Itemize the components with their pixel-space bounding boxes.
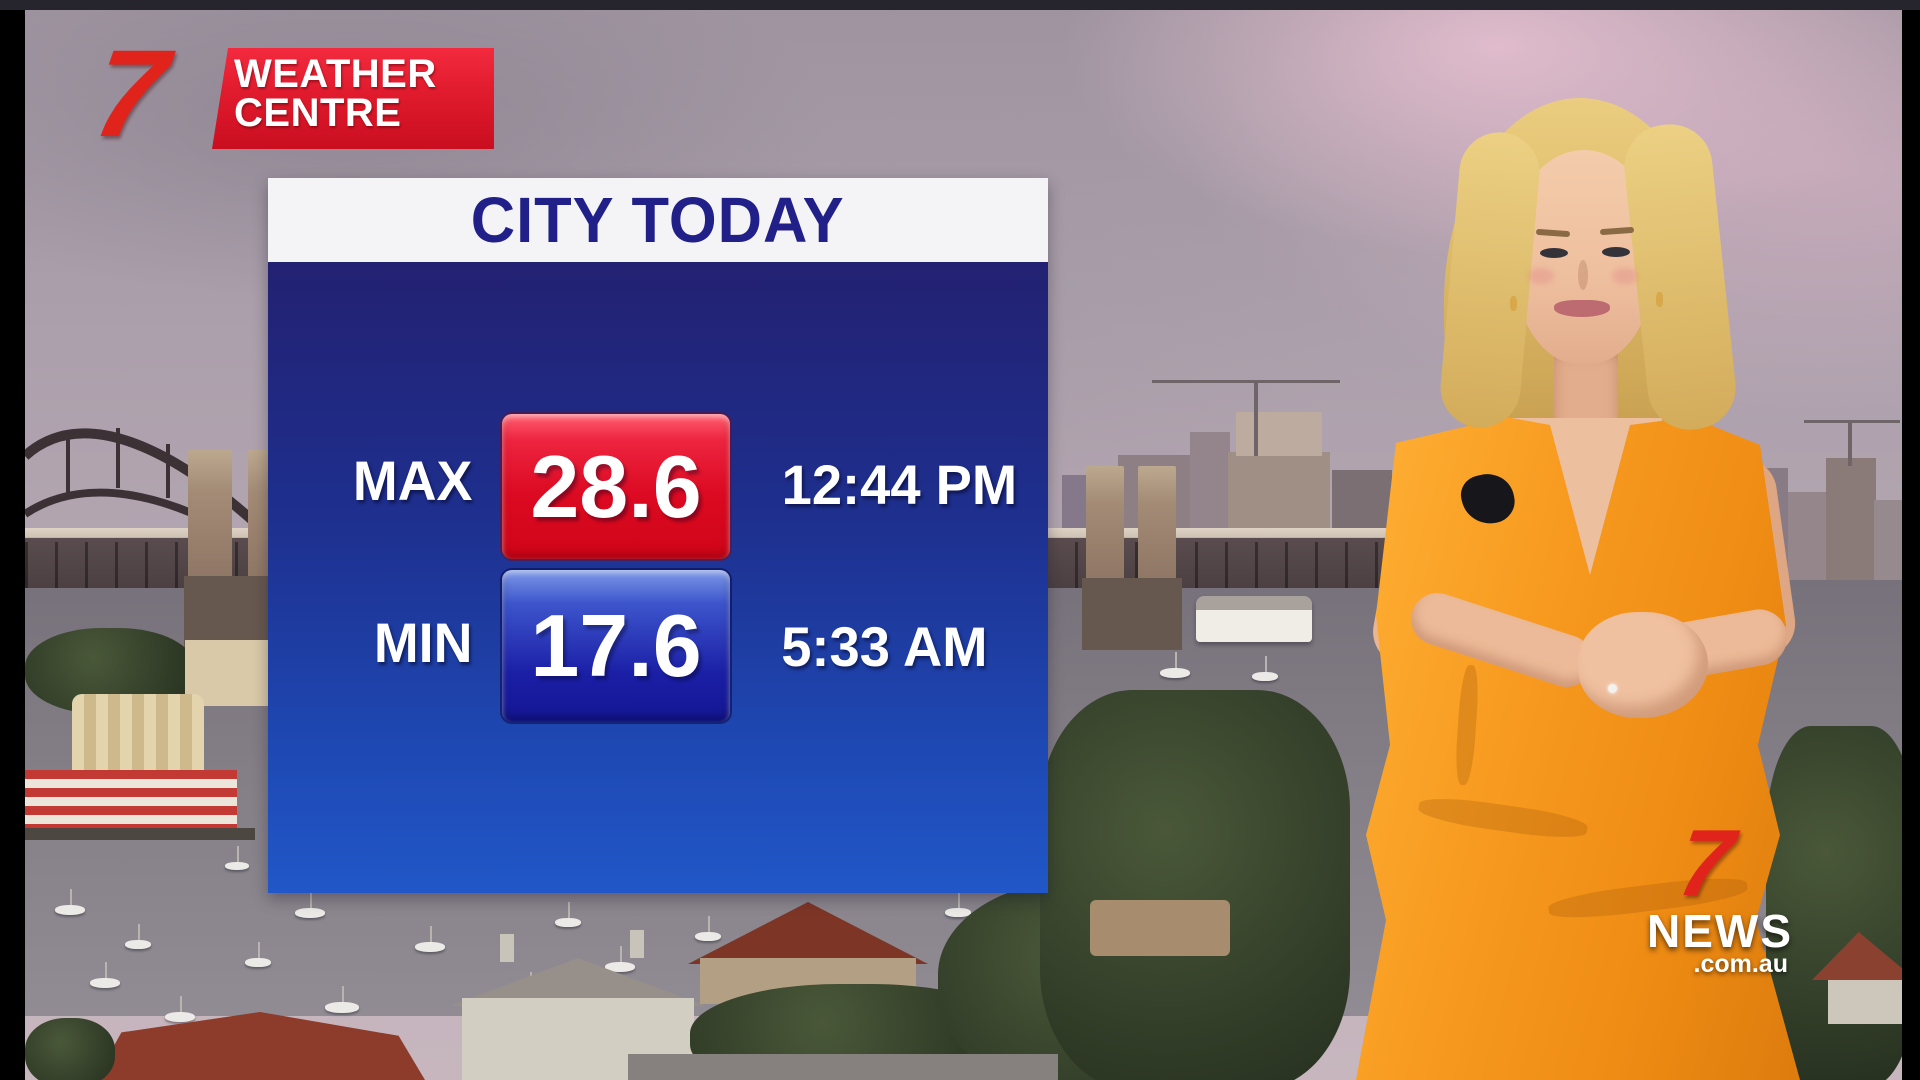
max-value: 28.6 — [530, 436, 702, 536]
crane-mast — [1254, 380, 1258, 456]
boat — [125, 924, 151, 949]
boat — [295, 892, 325, 918]
boat — [325, 986, 359, 1013]
boat — [695, 916, 721, 941]
top-bar — [0, 0, 1920, 10]
weather-centre-logo: WEATHER CENTRE — [212, 48, 494, 149]
carnival-tent — [72, 694, 204, 772]
bridge-pylon — [1138, 466, 1176, 590]
nose — [1578, 260, 1588, 290]
panel-title: CITY TODAY — [471, 184, 845, 256]
chimney — [630, 930, 644, 958]
crane-mast — [1848, 420, 1852, 466]
boat — [165, 996, 195, 1022]
min-value-box: 17.6 — [502, 570, 730, 722]
foreground-trees — [25, 1018, 115, 1080]
red-roof-house — [95, 1012, 425, 1080]
boat — [555, 902, 581, 927]
eye — [1602, 247, 1630, 257]
ring — [1608, 684, 1617, 693]
bridge-arch — [21, 428, 279, 565]
boat — [245, 942, 271, 967]
mid-trees — [1040, 690, 1350, 1080]
left-pillar-bar — [0, 0, 25, 1080]
boat — [415, 926, 445, 952]
bridge-pylon — [188, 450, 232, 590]
wharf-building — [1090, 900, 1230, 956]
crane — [1804, 420, 1900, 423]
news-wordmark: NEWS — [1647, 905, 1793, 957]
blush — [1528, 268, 1554, 284]
min-label: MIN — [373, 611, 473, 674]
panel-body: MAX 28.6 12:44 PM MIN 17.6 5:33 AM — [268, 262, 1048, 893]
boat — [225, 846, 249, 870]
earring — [1656, 292, 1663, 307]
white-house — [1828, 980, 1912, 1024]
presenter-hands — [1578, 612, 1708, 718]
boat — [945, 892, 971, 917]
min-time: 5:33 AM — [781, 615, 988, 678]
weather-centre-line1: WEATHER — [234, 52, 437, 96]
max-value-box: 28.6 — [502, 414, 730, 559]
panel-header: CITY TODAY — [268, 178, 1048, 262]
ferry — [1196, 596, 1312, 642]
weather-centre-line2: CENTRE — [234, 91, 402, 136]
boat — [55, 889, 85, 915]
city-today-panel: CITY TODAY MAX 28.6 12:44 PM MIN 17.6 5:… — [268, 178, 1048, 893]
chimney — [500, 934, 514, 962]
lips — [1554, 300, 1610, 317]
bridge-pylon — [1086, 466, 1124, 590]
max-label: MAX — [352, 449, 473, 512]
construction-scaffold — [1236, 412, 1322, 456]
blush — [1612, 268, 1638, 284]
striped-structure — [25, 770, 237, 832]
wharf-edge — [25, 828, 255, 840]
crane — [1152, 380, 1340, 383]
news-domain: .com.au — [1693, 950, 1788, 978]
min-value: 17.6 — [530, 596, 702, 695]
seven-news-logo-icon: 7 — [1672, 810, 1740, 915]
max-time: 12:44 PM — [781, 453, 1018, 516]
boat — [605, 946, 635, 972]
earring — [1510, 296, 1517, 311]
right-pillar-bar — [1902, 0, 1920, 1080]
bridge-pylon-base — [1082, 578, 1182, 650]
seven-news-watermark: 7 NEWS .com.au — [1640, 810, 1810, 986]
eye — [1540, 248, 1568, 258]
boat — [90, 962, 120, 988]
boat — [1160, 652, 1190, 678]
boat — [1252, 656, 1278, 681]
grey-roof — [628, 1054, 1058, 1080]
